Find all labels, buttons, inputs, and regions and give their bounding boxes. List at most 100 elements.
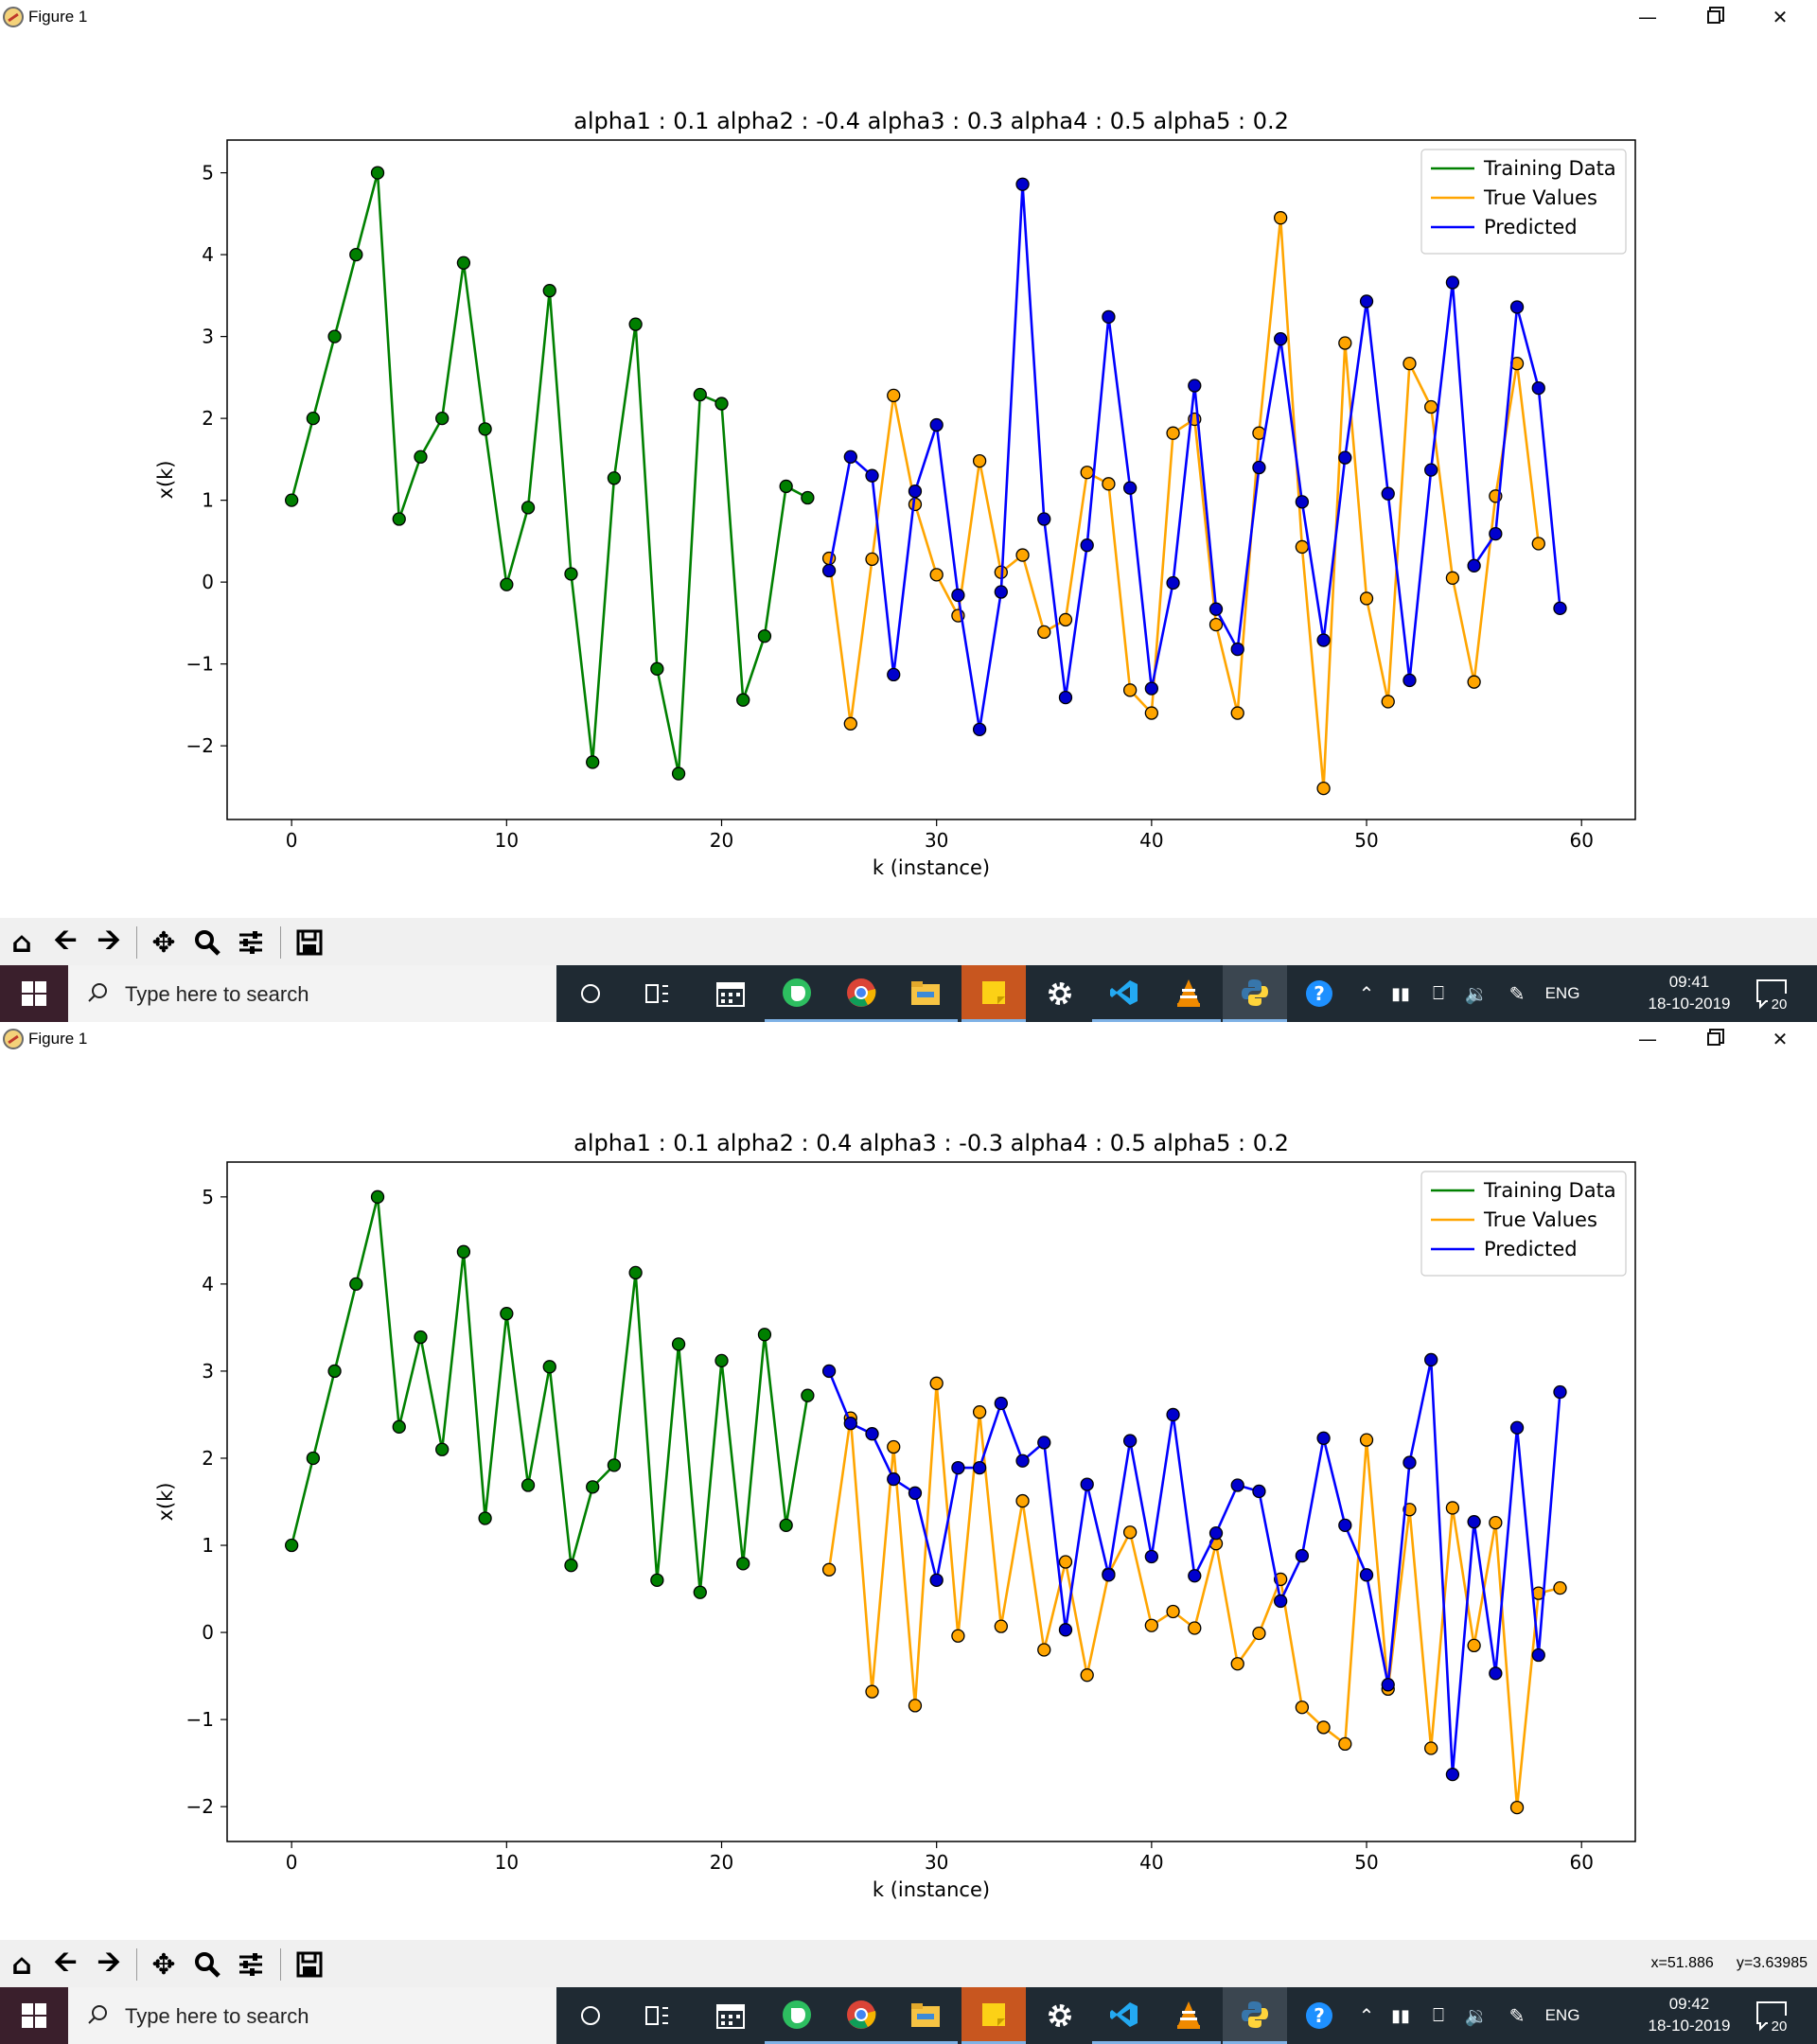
x-tick-label: 10 xyxy=(495,829,519,852)
task-view-icon[interactable] xyxy=(625,965,689,1022)
python-app-icon[interactable] xyxy=(1223,965,1287,1022)
volume-icon[interactable]: 🔉 xyxy=(1464,983,1489,1005)
data-point xyxy=(1274,1594,1288,1609)
home-icon[interactable]: ⌂ xyxy=(11,925,32,960)
forward-arrow-icon[interactable]: 🡪 xyxy=(97,1945,121,1979)
y-tick-label: 3 xyxy=(202,1360,214,1383)
evernote-app-icon[interactable] xyxy=(765,1987,829,2044)
zoom-icon[interactable] xyxy=(189,925,225,960)
y-axis-label: x(k) xyxy=(154,461,177,500)
close-button[interactable]: ✕ xyxy=(1772,1028,1789,1050)
pan-icon[interactable]: ✥ xyxy=(151,925,176,960)
calendar-app-icon[interactable] xyxy=(698,965,763,1022)
action-center-notification-icon[interactable]: 20 xyxy=(1753,975,1791,1013)
data-point xyxy=(1230,1478,1244,1492)
data-point xyxy=(736,1557,750,1571)
matplotlib-app-icon xyxy=(3,1029,24,1049)
file-explorer-icon[interactable] xyxy=(893,1987,958,2044)
data-point xyxy=(972,453,987,468)
data-point xyxy=(1058,1555,1073,1569)
taskbar-search-box[interactable]: Type here to search xyxy=(68,965,556,1022)
zoom-icon[interactable] xyxy=(189,1947,225,1982)
action-center-notification-icon[interactable]: 20 xyxy=(1753,1997,1791,2035)
save-icon[interactable] xyxy=(291,925,327,960)
back-arrow-icon[interactable]: 🡨 xyxy=(53,923,78,957)
network-icon[interactable]: ⎕ xyxy=(1433,982,1444,1004)
home-icon[interactable]: ⌂ xyxy=(11,1947,32,1982)
x-tick-label: 40 xyxy=(1139,829,1163,852)
sticky-notes-icon[interactable] xyxy=(961,965,1026,1022)
help-icon[interactable]: ? xyxy=(1287,1987,1351,2044)
show-hidden-icons-chevron-icon[interactable]: ⌃ xyxy=(1358,983,1375,1005)
start-button[interactable] xyxy=(0,1987,68,2044)
minimize-button[interactable]: — xyxy=(1638,6,1657,28)
back-arrow-icon[interactable]: 🡨 xyxy=(53,1945,78,1979)
data-point xyxy=(972,722,987,736)
battery-icon[interactable]: ▮▮ xyxy=(1391,2005,1410,2025)
start-button[interactable] xyxy=(0,965,68,1022)
minimize-button[interactable]: — xyxy=(1638,1028,1657,1050)
vlc-app-icon[interactable] xyxy=(1156,1987,1221,2044)
battery-icon[interactable]: ▮▮ xyxy=(1391,983,1410,1003)
windows-logo-icon xyxy=(22,981,46,1006)
chrome-app-icon[interactable] xyxy=(829,965,893,1022)
help-icon[interactable]: ? xyxy=(1287,965,1351,1022)
input-language-indicator[interactable]: ENG xyxy=(1544,984,1580,1002)
data-point xyxy=(1274,211,1288,225)
evernote-app-icon[interactable] xyxy=(765,965,829,1022)
maximize-button[interactable] xyxy=(1681,1022,1747,1056)
network-icon[interactable]: ⎕ xyxy=(1433,2004,1444,2026)
taskbar-clock[interactable]: 09:42 18-10-2019 xyxy=(1628,1993,1751,2036)
maximize-button[interactable] xyxy=(1681,0,1747,34)
forward-arrow-icon[interactable]: 🡪 xyxy=(97,923,121,957)
input-language-indicator[interactable]: ENG xyxy=(1544,2006,1580,2024)
data-point xyxy=(887,667,901,682)
cortana-icon[interactable] xyxy=(558,1987,623,2044)
taskbar-search-box[interactable]: Type here to search xyxy=(68,1987,556,2044)
python-app-icon[interactable] xyxy=(1223,1987,1287,2044)
data-point xyxy=(1509,1800,1525,1815)
file-explorer-icon[interactable] xyxy=(893,965,958,1022)
pan-icon[interactable]: ✥ xyxy=(151,1947,176,1982)
clock-date: 18-10-2019 xyxy=(1648,2017,1731,2035)
data-point xyxy=(500,577,514,591)
data-point xyxy=(1015,1454,1030,1468)
task-view-icon[interactable] xyxy=(625,1987,689,2044)
plot-canvas[interactable]: alpha1 : 0.1 alpha2 : 0.4 alpha3 : -0.3 … xyxy=(0,1056,1817,1940)
vscode-app-icon[interactable] xyxy=(1092,1987,1156,2044)
close-button[interactable]: ✕ xyxy=(1772,6,1789,28)
data-point xyxy=(520,501,536,515)
configure-subplots-icon[interactable] xyxy=(233,1947,269,1982)
save-icon[interactable] xyxy=(291,1947,327,1982)
plot-canvas[interactable]: alpha1 : 0.1 alpha2 : -0.4 alpha3 : 0.3 … xyxy=(0,34,1817,918)
taskbar-clock[interactable]: 09:41 18-10-2019 xyxy=(1628,971,1751,1014)
data-point xyxy=(542,284,556,298)
data-point xyxy=(1445,571,1460,585)
show-hidden-icons-chevron-icon[interactable]: ⌃ xyxy=(1358,2005,1375,2027)
data-point xyxy=(1080,1477,1094,1491)
x-tick-label: 10 xyxy=(495,1851,519,1874)
vlc-app-icon[interactable] xyxy=(1156,965,1221,1022)
configure-subplots-icon[interactable] xyxy=(233,925,269,960)
settings-gear-icon[interactable] xyxy=(1028,1987,1092,2044)
data-point xyxy=(586,1480,600,1494)
pen-workspace-icon[interactable]: ✎ xyxy=(1508,983,1526,1005)
data-point xyxy=(1553,1580,1567,1595)
data-point xyxy=(1037,1643,1051,1657)
chrome-app-icon[interactable] xyxy=(829,1987,893,2044)
volume-icon[interactable]: 🔉 xyxy=(1464,2005,1489,2027)
settings-gear-icon[interactable] xyxy=(1028,965,1092,1022)
data-point xyxy=(865,468,879,483)
pen-workspace-icon[interactable]: ✎ xyxy=(1508,2005,1526,2027)
vscode-app-icon[interactable] xyxy=(1092,965,1156,1022)
calendar-app-icon[interactable] xyxy=(698,1987,763,2044)
x-tick-label: 50 xyxy=(1354,1851,1378,1874)
legend-label: Predicted xyxy=(1484,216,1578,238)
data-point xyxy=(1058,690,1073,705)
sticky-notes-icon[interactable] xyxy=(961,1987,1026,2044)
cortana-icon[interactable] xyxy=(558,965,623,1022)
data-point xyxy=(1467,675,1481,689)
y-tick-label: 1 xyxy=(202,1534,214,1557)
data-point xyxy=(1230,706,1244,720)
chart-title: alpha1 : 0.1 alpha2 : 0.4 alpha3 : -0.3 … xyxy=(573,1130,1289,1156)
